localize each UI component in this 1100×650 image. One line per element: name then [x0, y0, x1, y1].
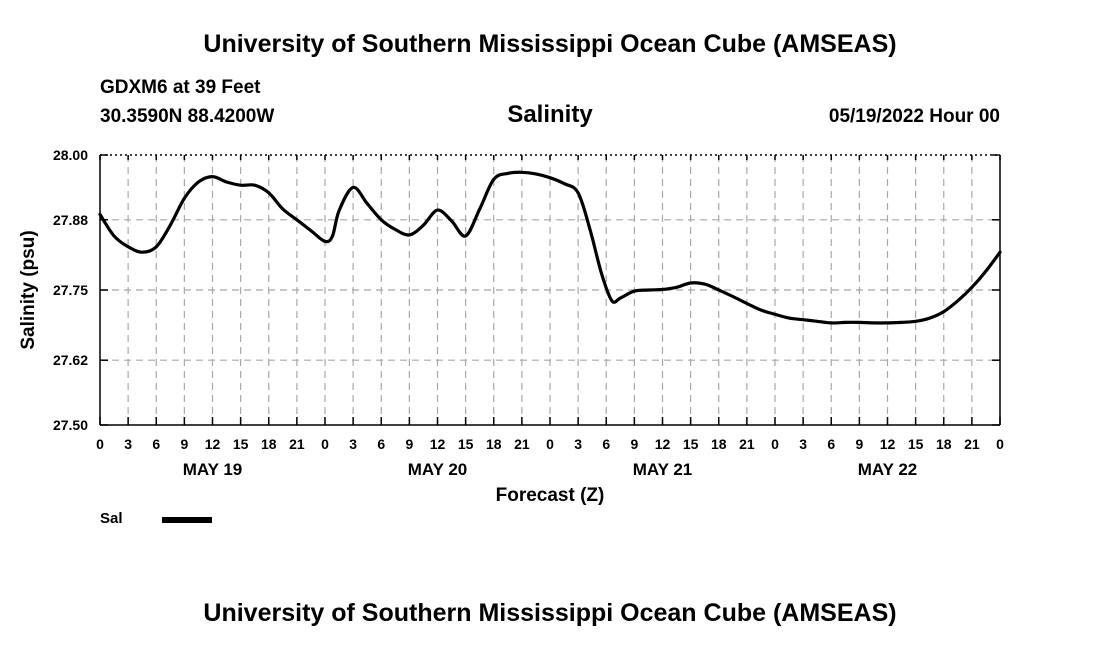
x-tick-label: 12: [430, 436, 446, 452]
day-label: MAY 20: [408, 460, 468, 479]
day-label: MAY 19: [183, 460, 243, 479]
x-tick-label: 6: [602, 436, 610, 452]
series-layer: [98, 170, 1002, 325]
y-tick-label: 27.88: [53, 212, 88, 228]
x-tick-label: 21: [289, 436, 305, 452]
station-label: GDXM6 at 39 Feet: [100, 77, 261, 98]
x-tick-label: 15: [233, 436, 249, 452]
y-tick-label: 27.75: [53, 282, 88, 298]
axis-layer: [99, 154, 1001, 426]
x-tick-label: 18: [261, 436, 277, 452]
x-tick-label: 3: [799, 436, 807, 452]
x-tick-label: 3: [349, 436, 357, 452]
x-tick-label: 3: [124, 436, 132, 452]
x-tick-label: 6: [152, 436, 160, 452]
x-tick-label: 3: [574, 436, 582, 452]
x-tick-label: 0: [546, 436, 554, 452]
y-axis-label: Salinity (psu): [18, 230, 39, 349]
x-tick-label: 9: [405, 436, 413, 452]
x-tick-label: 15: [458, 436, 474, 452]
series-line-sal: [98, 170, 1002, 325]
x-axis-label: Forecast (Z): [496, 485, 605, 506]
x-tick-label: 18: [711, 436, 727, 452]
x-tick-label: 21: [739, 436, 755, 452]
x-tick-label: 12: [205, 436, 221, 452]
x-tick-label: 21: [514, 436, 530, 452]
y-tick-label: 28.00: [53, 147, 88, 163]
x-tick-label: 15: [683, 436, 699, 452]
x-tick-label: 9: [180, 436, 188, 452]
y-tick-label: 27.50: [53, 417, 88, 433]
x-tick-label: 9: [855, 436, 863, 452]
x-tick-label: 21: [964, 436, 980, 452]
day-label: MAY 22: [858, 460, 918, 479]
x-tick-label: 0: [771, 436, 779, 452]
x-tick-label: 18: [936, 436, 952, 452]
y-tick-label: 27.62: [53, 352, 88, 368]
legend-swatch-sal: [162, 517, 212, 523]
station-coordinates: 30.3590N 88.4200W: [100, 106, 275, 127]
x-tick-label: 0: [321, 436, 329, 452]
top-title: University of Southern Mississippi Ocean…: [203, 30, 897, 58]
x-tick-label: 0: [996, 436, 1004, 452]
forecast-run-time: 05/19/2022 Hour 00: [828, 106, 1000, 127]
x-tick-label: 6: [377, 436, 385, 452]
x-tick-label: 6: [827, 436, 835, 452]
x-tick-label: 0: [96, 436, 104, 452]
x-tick-label: 15: [908, 436, 924, 452]
x-tick-label: 12: [655, 436, 671, 452]
label-layer: 0 3 6 9 12 15 18 21 0 3 6 9 12 15 18 21 0 3 6 9 12 15 18 21 0 3 6 9…: [18, 147, 1004, 506]
grid-layer: [100, 155, 1000, 425]
chart-title: Salinity: [507, 101, 593, 128]
x-tick-label: 18: [486, 436, 502, 452]
x-tick-label: 12: [880, 436, 896, 452]
day-label: MAY 21: [633, 460, 693, 479]
legend-label-sal: Sal: [100, 510, 123, 527]
bottom-title: University of Southern Mississippi Ocean…: [203, 599, 897, 627]
x-tick-label: 9: [630, 436, 638, 452]
